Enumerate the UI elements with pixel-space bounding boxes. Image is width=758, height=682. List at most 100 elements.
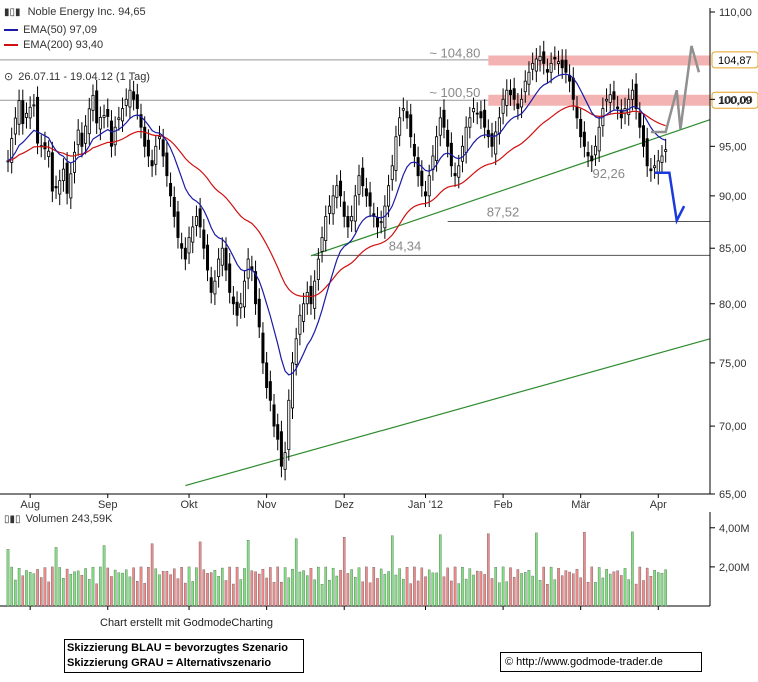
source-link[interactable]: © http://www.godmode-trader.de — [500, 652, 702, 672]
ema200-swatch — [4, 44, 18, 47]
volume-bar — [645, 567, 649, 607]
ema50-label: EMA(50) 97,09 — [23, 24, 98, 36]
candle-body — [335, 185, 339, 198]
chart-type-icon: ▮▯▮ — [4, 7, 21, 18]
candle-body — [65, 162, 69, 194]
chart-credit: Chart erstellt mit GodmodeCharting — [100, 617, 274, 629]
candle-body — [538, 55, 542, 61]
candle-body — [423, 191, 428, 197]
x-tick-label: Mär — [571, 499, 590, 511]
volume-bar — [91, 566, 95, 607]
candle-body — [416, 157, 420, 177]
y-tick-label: 85,00 — [719, 243, 747, 255]
volume-bar — [601, 577, 605, 607]
volume-bar — [150, 543, 154, 607]
candle-body — [605, 98, 609, 102]
annotation-label: 92,26 — [592, 166, 625, 181]
candle-body — [438, 117, 442, 136]
candle-body — [228, 263, 232, 293]
candle-body — [217, 258, 221, 277]
resistance-zone — [488, 55, 710, 66]
volume-bar — [291, 569, 294, 607]
volume-bar — [379, 568, 383, 607]
candle-body — [472, 108, 476, 113]
volume-bar — [224, 580, 228, 607]
candle-body — [242, 280, 246, 308]
ema-lines — [7, 73, 666, 376]
volume-bar — [14, 579, 17, 607]
candle-body — [265, 362, 269, 389]
volume-bar — [461, 567, 464, 607]
candle-body — [564, 59, 568, 73]
candle-body — [298, 314, 302, 335]
candle-body — [638, 112, 642, 128]
candle-body — [427, 175, 431, 197]
x-tick-label: Feb — [494, 499, 513, 511]
candle-body — [494, 131, 498, 155]
volume-bar — [165, 571, 169, 607]
candle-body — [331, 195, 335, 215]
volume-bar — [43, 567, 47, 607]
volume-bar — [88, 579, 91, 607]
candles — [6, 40, 668, 481]
candle-body — [412, 143, 416, 157]
copyright-icon: © — [505, 656, 514, 668]
candle-body — [320, 237, 324, 252]
x-tick-label: Jan '12 — [408, 499, 443, 511]
source-url[interactable]: http://www.godmode-trader.de — [516, 656, 663, 668]
volume-bar — [579, 577, 582, 607]
candle-body — [531, 62, 535, 70]
zone-value-box — [711, 51, 758, 69]
zone-value-label: 104,87 — [718, 55, 752, 67]
volume-bar — [649, 576, 653, 607]
candle-body — [641, 125, 646, 147]
candle-body — [516, 103, 520, 109]
chart-title: Noble Energy Inc. 94,65 — [27, 6, 146, 18]
volume-bar — [58, 567, 61, 607]
volume-bar — [405, 567, 409, 607]
volume-bar — [457, 583, 461, 607]
candle-body — [257, 298, 261, 328]
candle-body — [17, 100, 21, 125]
candle-body — [664, 149, 668, 152]
volume-bar — [575, 569, 579, 607]
candle-body — [172, 196, 176, 217]
volume-bar — [616, 570, 619, 607]
candle-body — [183, 247, 187, 260]
volume-bar — [660, 573, 664, 607]
candle-body — [113, 126, 117, 146]
candle-body — [224, 247, 228, 271]
candle-body — [616, 106, 620, 109]
candle-body — [401, 108, 405, 111]
candle-body — [128, 89, 132, 108]
candle-body — [608, 94, 612, 103]
candle-body — [542, 51, 546, 64]
volume-bar — [468, 568, 472, 607]
candle-body — [91, 94, 95, 111]
candle-body — [327, 205, 331, 214]
candle-body — [290, 362, 295, 409]
volume-bar — [187, 566, 191, 607]
candle-body — [409, 114, 413, 138]
candle-body — [520, 98, 524, 108]
x-tick-label: Dez — [334, 499, 354, 511]
candle-body — [154, 145, 158, 165]
candle-body — [505, 89, 509, 106]
volume-bar — [586, 581, 590, 607]
candle-body — [95, 90, 99, 124]
volume-bar — [342, 536, 346, 607]
volume-bar — [439, 534, 442, 607]
x-tick-label: Okt — [180, 499, 197, 511]
volume-bar — [176, 578, 180, 607]
candle-body — [235, 301, 239, 316]
volume-bar — [235, 566, 239, 607]
volume-bar — [479, 571, 483, 607]
volume-bar — [427, 569, 431, 607]
candle-body — [523, 80, 527, 93]
volume-bar — [317, 566, 320, 607]
volume-bar — [638, 566, 642, 607]
volume-bar — [80, 575, 84, 607]
candle-body — [394, 136, 398, 171]
volume-bar — [283, 567, 287, 607]
